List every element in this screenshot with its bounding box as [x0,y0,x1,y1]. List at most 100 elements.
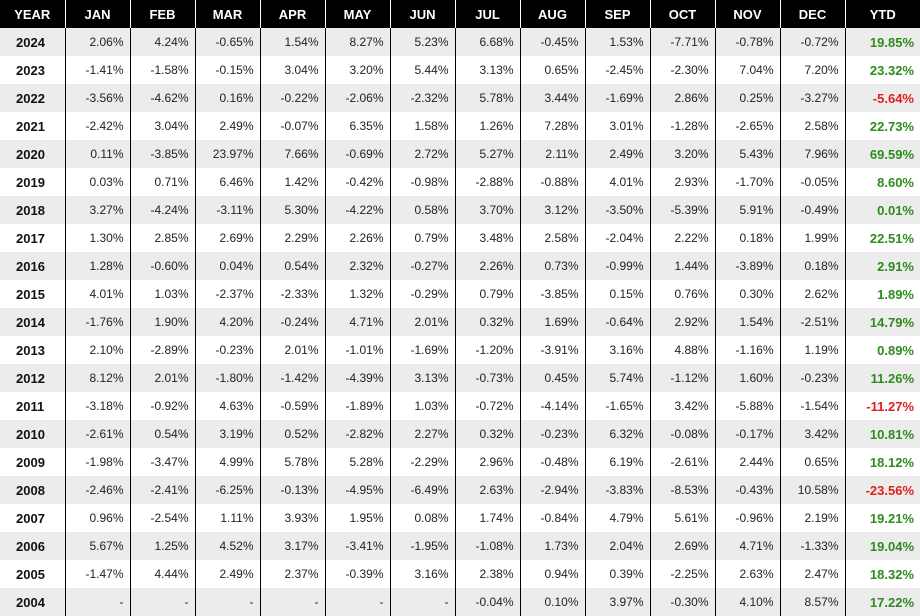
column-header-ytd: YTD [844,0,920,28]
month-return-cell: -0.99% [584,252,650,280]
month-return-cell: 1.99% [779,224,845,252]
month-return-cell: 7.20% [779,56,845,84]
month-return-cell: 3.42% [779,420,845,448]
month-return-cell: 3.48% [454,224,520,252]
month-return-cell: 1.26% [454,112,520,140]
month-return-cell: -0.65% [194,28,260,56]
month-return-cell: 5.61% [649,504,715,532]
month-return-cell: -2.89% [129,336,195,364]
month-return-cell: -0.60% [129,252,195,280]
month-return-cell: 0.65% [779,448,845,476]
month-return-cell: -1.28% [649,112,715,140]
month-return-cell: 6.68% [454,28,520,56]
ytd-cell: 19.85% [844,28,920,56]
month-return-cell: -2.46% [64,476,130,504]
month-return-cell: 1.60% [714,364,780,392]
month-return-cell: -0.30% [649,588,715,616]
year-cell: 2011 [0,392,65,420]
month-return-cell: 0.96% [64,504,130,532]
column-header-sep: SEP [584,0,650,28]
month-return-cell: 3.12% [519,196,585,224]
month-return-cell: -1.47% [64,560,130,588]
month-return-cell: 0.45% [519,364,585,392]
month-return-cell: -0.64% [584,308,650,336]
month-return-cell: 1.74% [454,504,520,532]
month-return-cell: -2.41% [129,476,195,504]
month-return-cell: - [259,588,325,616]
month-return-cell: 2.93% [649,168,715,196]
month-return-cell: -4.95% [324,476,390,504]
month-return-cell: 2.58% [779,112,845,140]
table-row: 2014 -1.76% 1.90% 4.20% -0.24% 4.71% 2.01% 0.32… [0,308,920,336]
ytd-cell: 22.51% [844,224,920,252]
month-return-cell: -1.12% [649,364,715,392]
month-return-cell: 2.19% [779,504,845,532]
month-return-cell: 3.16% [584,336,650,364]
month-return-cell: -1.69% [389,336,455,364]
month-return-cell: 0.94% [519,560,585,588]
ytd-cell: 17.22% [844,588,920,616]
column-header-year: YEAR [0,0,65,28]
column-header-aug: AUG [519,0,585,28]
ytd-cell: -11.27% [844,392,920,420]
month-return-cell: -0.72% [454,392,520,420]
month-return-cell: -0.22% [259,84,325,112]
column-header-oct: OCT [649,0,715,28]
month-return-cell: 6.19% [584,448,650,476]
year-cell: 2017 [0,224,65,252]
month-return-cell: -2.61% [649,448,715,476]
year-cell: 2018 [0,196,65,224]
month-return-cell: -2.54% [129,504,195,532]
month-return-cell: 4.88% [649,336,715,364]
month-return-cell: 0.15% [584,280,650,308]
month-return-cell: -0.08% [649,420,715,448]
month-return-cell: -0.88% [519,168,585,196]
month-return-cell: 2.72% [389,140,455,168]
month-return-cell: 8.27% [324,28,390,56]
ytd-cell: 23.32% [844,56,920,84]
month-return-cell: -0.42% [324,168,390,196]
table-row: 2005 -1.47% 4.44% 2.49% 2.37% -0.39% 3.16% 2.38… [0,560,920,588]
month-return-cell: -2.51% [779,308,845,336]
month-return-cell: 5.23% [389,28,455,56]
month-return-cell: 3.04% [259,56,325,84]
month-return-cell: 0.03% [64,168,130,196]
month-return-cell: 1.30% [64,224,130,252]
column-header-jun: JUN [389,0,455,28]
month-return-cell: 2.49% [194,560,260,588]
month-return-cell: 5.67% [64,532,130,560]
ytd-cell: 22.73% [844,112,920,140]
month-return-cell: 0.04% [194,252,260,280]
month-return-cell: 3.44% [519,84,585,112]
month-return-cell: 0.71% [129,168,195,196]
month-return-cell: 4.24% [129,28,195,56]
month-return-cell: 0.54% [129,420,195,448]
table-row: 2009 -1.98% -3.47% 4.99% 5.78% 5.28% -2.29% 2.9… [0,448,920,476]
month-return-cell: - [324,588,390,616]
month-return-cell: -3.27% [779,84,845,112]
month-return-cell: 1.28% [64,252,130,280]
month-return-cell: -1.16% [714,336,780,364]
month-return-cell: 5.28% [324,448,390,476]
table-row: 2024 2.06% 4.24% -0.65% 1.54% 8.27% 5.23% 6.68%… [0,28,920,56]
month-return-cell: 4.44% [129,560,195,588]
month-return-cell: -0.98% [389,168,455,196]
year-cell: 2005 [0,560,65,588]
month-return-cell: -3.83% [584,476,650,504]
month-return-cell: -0.27% [389,252,455,280]
year-cell: 2007 [0,504,65,532]
month-return-cell: -0.92% [129,392,195,420]
month-return-cell: -1.20% [454,336,520,364]
month-return-cell: 8.57% [779,588,845,616]
ytd-cell: -23.56% [844,476,920,504]
month-return-cell: 2.04% [584,532,650,560]
month-return-cell: -3.85% [519,280,585,308]
month-return-cell: 2.63% [454,476,520,504]
month-return-cell: -4.24% [129,196,195,224]
month-return-cell: 2.44% [714,448,780,476]
month-return-cell: 5.44% [389,56,455,84]
table-row: 2016 1.28% -0.60% 0.04% 0.54% 2.32% -0.27% 2.26… [0,252,920,280]
month-return-cell: -0.24% [259,308,325,336]
month-return-cell: -2.06% [324,84,390,112]
month-return-cell: -3.11% [194,196,260,224]
